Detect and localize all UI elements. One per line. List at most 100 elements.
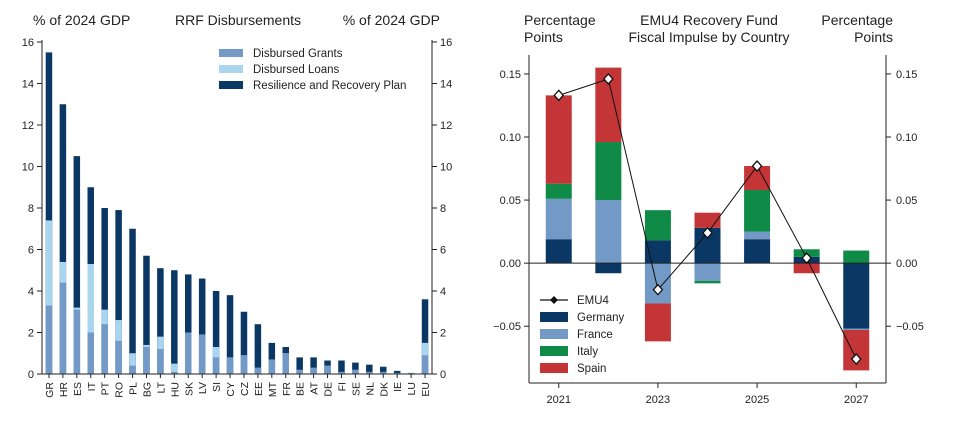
left-chart-xtick-label-ie: IE	[392, 382, 404, 392]
recovery-plan-bar-ie	[393, 370, 401, 374]
disbursed-loans-bar-it	[87, 264, 94, 374]
recovery-plan-bar-fi	[338, 360, 345, 374]
left-chart-ytick-label-left: 14	[22, 79, 34, 91]
right-chart-ytick-label-left: 0.05	[500, 195, 521, 207]
left-chart-xtick-label-cy: CY	[225, 382, 237, 397]
left-chart-xtick-label-fi: FI	[336, 382, 348, 391]
right-chart-xtick-label: 2021	[547, 394, 571, 406]
right-chart-ytick-label-right: 0.05	[896, 195, 917, 207]
right-legend-label-0: EMU4	[577, 295, 610, 307]
left-chart-xtick-label-eu: EU	[420, 382, 432, 397]
left-chart-xtick-label-lt: LT	[155, 381, 167, 393]
recovery-plan-bar-sk	[185, 274, 192, 374]
left-legend-swatch-1	[219, 65, 243, 73]
disbursed-grants-bar-lu	[407, 372, 415, 374]
recovery-plan-bar-bg	[143, 255, 150, 374]
spain-bar-2023	[644, 303, 671, 342]
right-chart-ytick-label-right: −0.05	[896, 321, 924, 333]
left-chart-xtick-label-bg: BG	[141, 382, 153, 397]
left-chart-ytick-label-left: 12	[22, 120, 34, 132]
right-chart-ytick-label-right: 0.10	[896, 132, 917, 144]
right-chart-ytick-label-left: −0.05	[493, 321, 521, 333]
france-bar-2022	[595, 200, 622, 264]
left-chart-xtick-label-fr: FR	[281, 382, 293, 396]
left-chart-ytick-label-right: 8	[440, 203, 446, 215]
disbursed-grants-bar-mt	[268, 359, 276, 374]
recovery-plan-bar-si	[212, 291, 220, 374]
disbursed-grants-bar-fi	[338, 371, 345, 374]
left-chart-xtick-label-ee: EE	[253, 382, 265, 396]
left-chart-xtick-label-pl: PL	[128, 382, 140, 395]
left-chart-ytick-label-right: 2	[440, 328, 446, 340]
right-legend-label-4: Spain	[577, 363, 606, 375]
recovery-plan-bar-cz	[240, 311, 248, 374]
disbursed-grants-bar-ie	[393, 372, 401, 374]
right-chart-ytick-label-right: 0.00	[896, 258, 917, 270]
left-legend-label-2: Resilience and Recovery Plan	[253, 80, 406, 92]
disbursed-grants-bar-bg	[143, 347, 150, 374]
germany-bar-2021	[545, 239, 572, 264]
left-chart-xtick-label-lv: LV	[197, 382, 209, 394]
left-chart-ytick-label-left: 0	[28, 369, 34, 381]
left-chart-ytick-label-right: 4	[440, 286, 446, 298]
left-chart-xtick-label-it: IT	[86, 381, 98, 391]
left-chart-ytick-label-right: 0	[440, 369, 446, 381]
left-chart-xtick-label-cz: CZ	[239, 381, 251, 396]
left-chart-ytick-label-left: 10	[22, 162, 34, 174]
italy-bar-2023	[644, 210, 671, 241]
left-chart-xtick-label-gr: GR	[44, 382, 56, 398]
left-chart-ytick-label-left: 2	[28, 328, 34, 340]
left-chart-xtick-label-be: BE	[295, 382, 307, 396]
recovery-plan-bar-hr	[59, 104, 67, 374]
recovery-plan-bar-ee	[254, 324, 262, 374]
recovery-plan-bar-eu	[421, 299, 429, 374]
left-chart-xtick-label-si: SI	[211, 382, 223, 392]
disbursed-grants-bar-nl	[366, 371, 373, 374]
emu4-marker-2024	[702, 226, 713, 239]
left-chart-xtick-label-dk: DK	[378, 382, 390, 397]
recovery-plan-bar-ro	[115, 210, 122, 374]
right-chart-xtick-label: 2025	[745, 394, 769, 406]
france-bar-2023	[644, 263, 671, 304]
france-bar-2024	[694, 263, 721, 281]
recovery-plan-bar-es	[73, 156, 81, 374]
right-legend-label-2: France	[577, 329, 613, 341]
right-chart-ytick-label-right: 0.15	[896, 69, 917, 81]
disbursed-grants-bar-hr	[59, 282, 67, 374]
right-chart-xtick-label: 2023	[646, 394, 670, 406]
right-chart-left-ylabel-line1: Percentage	[524, 12, 596, 28]
right-legend-swatch-3	[540, 346, 568, 356]
left-chart-xtick-label-se: SE	[350, 382, 362, 396]
left-chart-xtick-label-lu: LU	[406, 382, 418, 395]
right-chart-ytick-label-left: 0.15	[500, 69, 521, 81]
disbursed-grants-bar-se	[352, 369, 359, 374]
recovery-plan-bar-dk	[380, 366, 387, 374]
left-chart-xtick-label-es: ES	[72, 382, 84, 396]
disbursed-grants-bar-be	[296, 369, 303, 374]
right-chart-left-ylabel-line2: Points	[524, 29, 563, 45]
germany-bar-2027	[843, 263, 870, 329]
left-chart-ytick-label-right: 10	[440, 162, 452, 174]
germany-bar-2025	[744, 239, 771, 264]
france-bar-2021	[545, 198, 572, 240]
left-chart-ytick-label-left: 16	[22, 37, 34, 49]
left-chart-xtick-label-at: AT	[309, 381, 321, 394]
left-chart-title: RRF Disbursements	[175, 12, 301, 28]
disbursed-grants-bar-gr	[45, 305, 53, 374]
recovery-plan-bar-at	[310, 357, 317, 374]
right-chart-right-ylabel-line2: Points	[854, 29, 893, 45]
disbursed-grants-bar-dk	[380, 371, 387, 374]
left-chart-right-ylabel: % of 2024 GDP	[343, 12, 440, 28]
right-chart-right-ylabel-line1: Percentage	[821, 12, 893, 28]
right-chart-xtick-label: 2027	[844, 394, 868, 406]
left-chart-xtick-label-sk: SK	[183, 382, 195, 396]
recovery-plan-bar-lt	[157, 268, 164, 374]
left-chart-ytick-label-right: 16	[440, 37, 452, 49]
right-chart-ytick-label-left: 0.10	[500, 132, 521, 144]
disbursed-grants-bar-lv	[198, 334, 206, 374]
right-legend-label-3: Italy	[577, 346, 598, 358]
emu4-marker-2023	[652, 283, 664, 296]
right-legend-label-1: Germany	[577, 312, 625, 324]
left-chart-xtick-label-nl: NL	[364, 382, 376, 396]
left-legend-label-1: Disbursed Loans	[253, 64, 340, 76]
